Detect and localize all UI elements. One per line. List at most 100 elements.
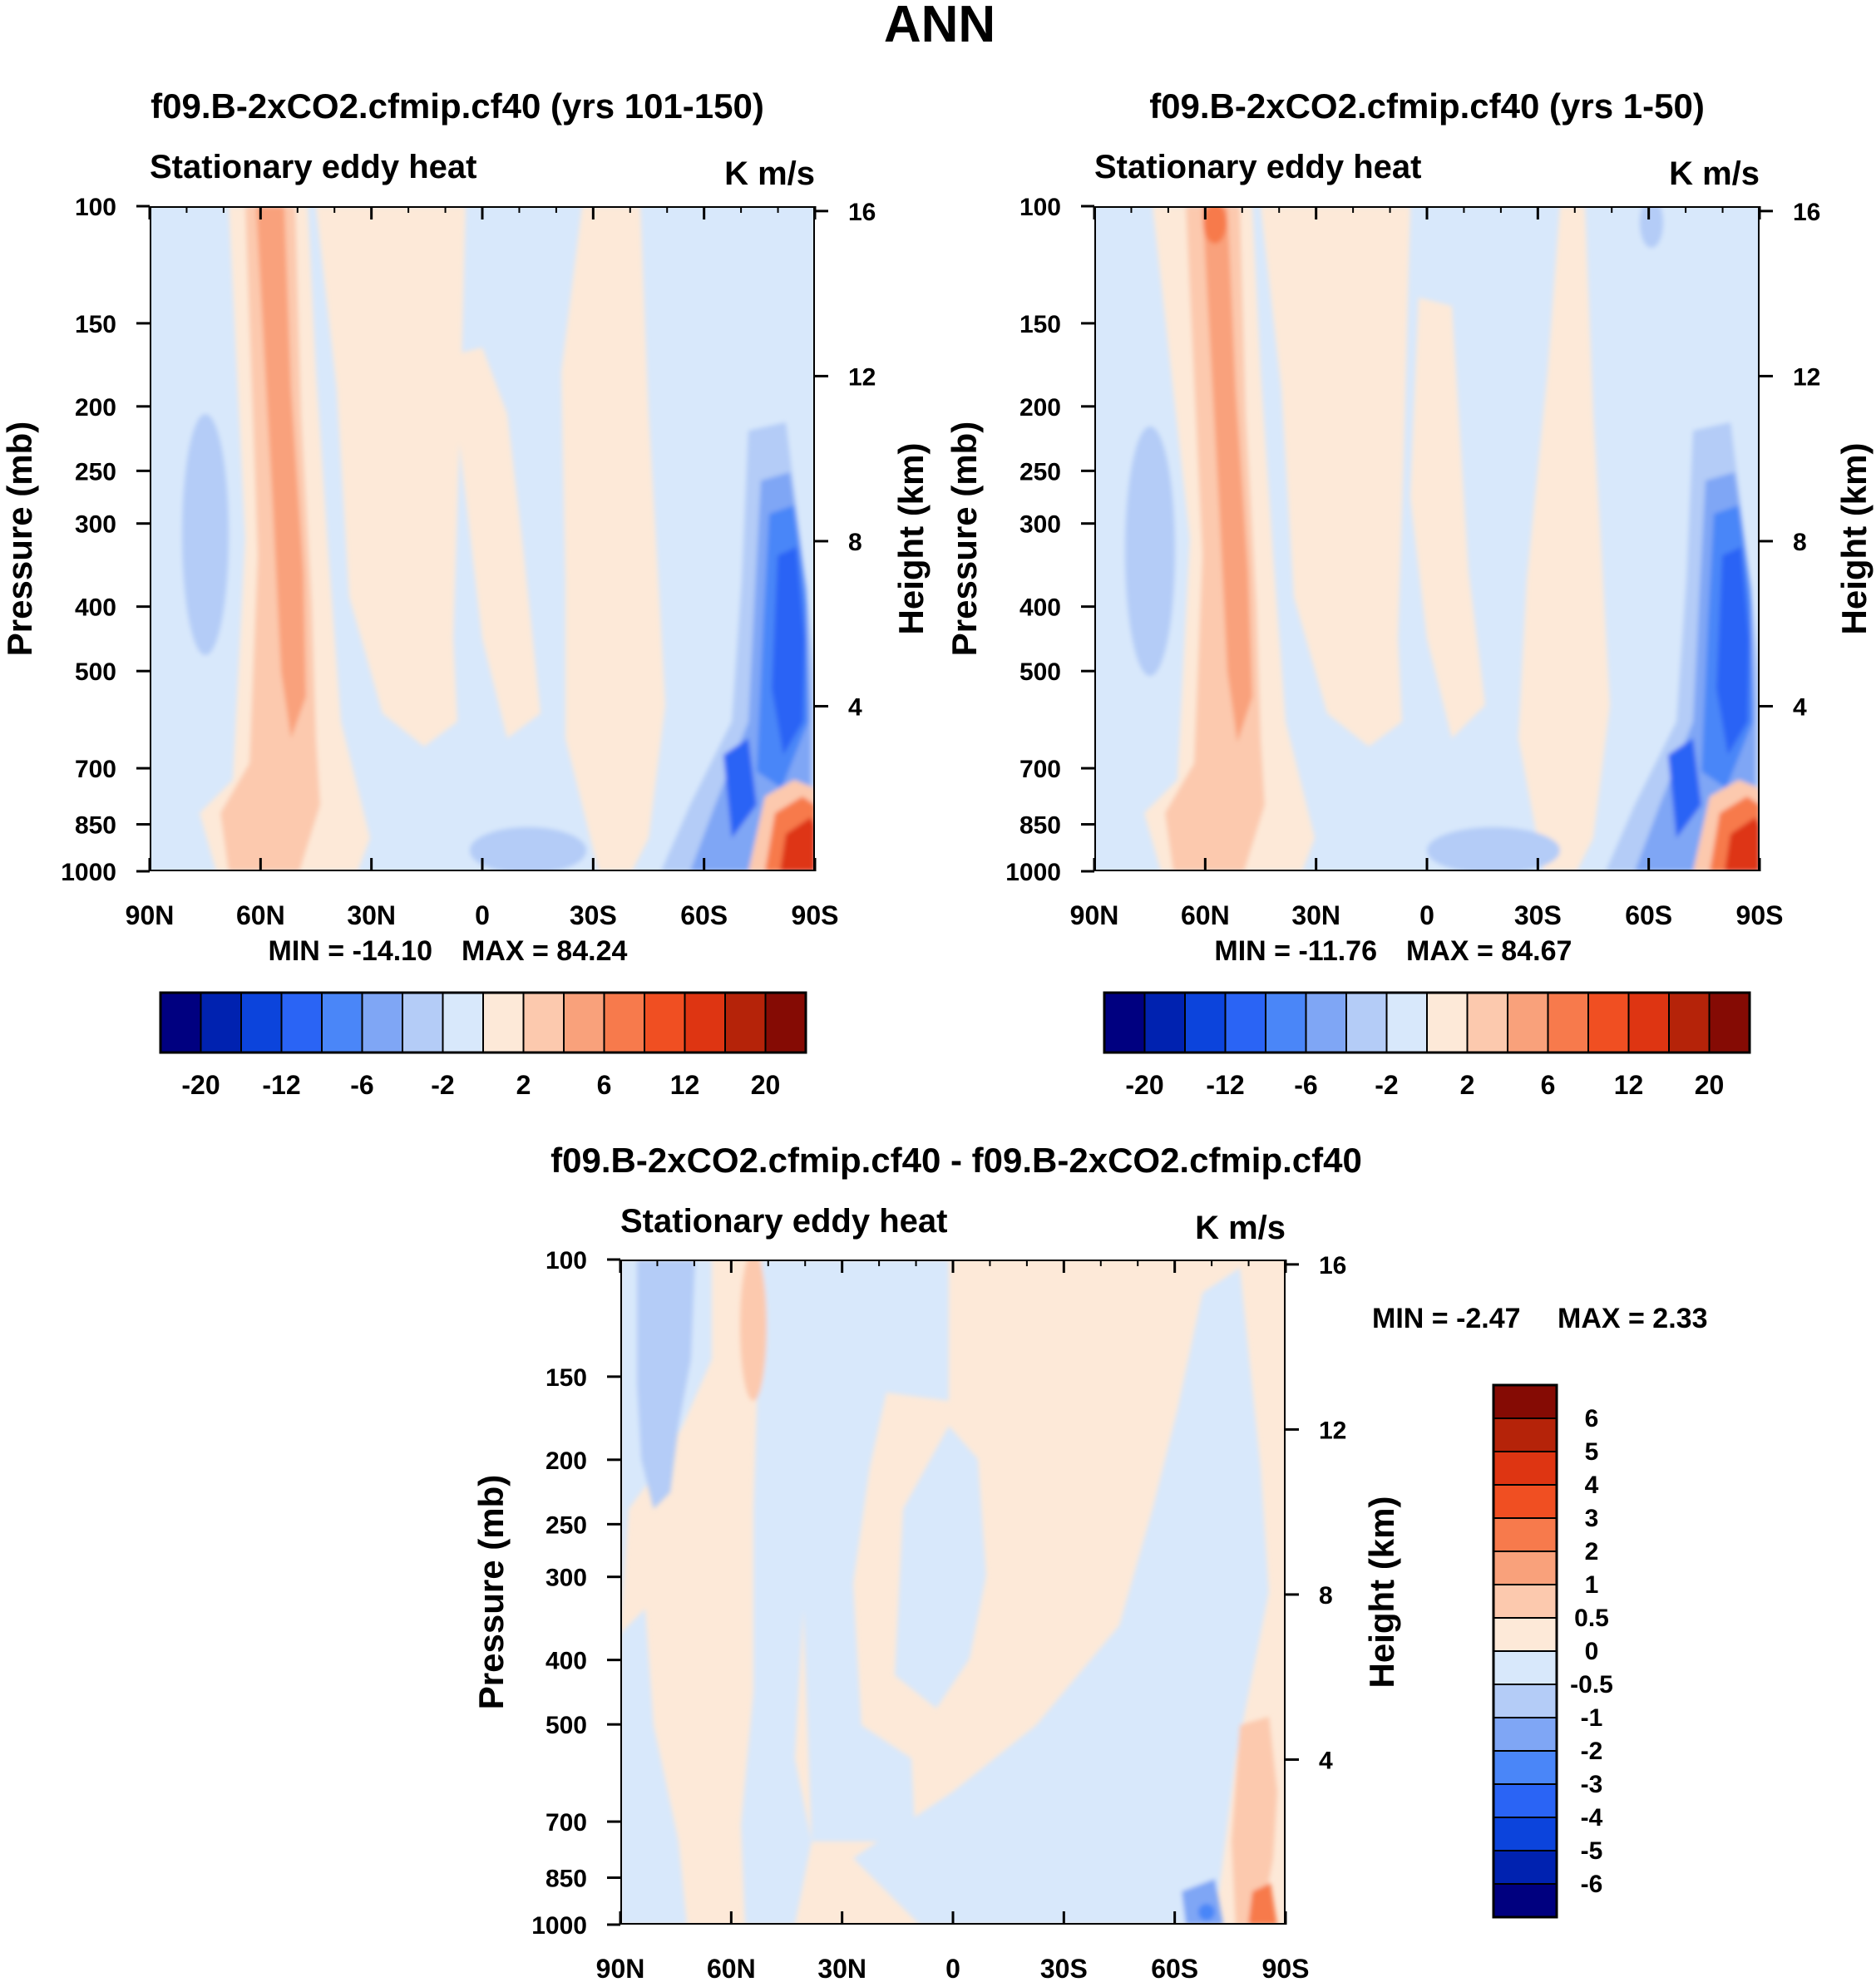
colorbar-label: -3 — [1581, 1771, 1603, 1798]
panel-diff-min-label: MIN = -2.47 — [1372, 1303, 1521, 1334]
colorbar-box — [1493, 1717, 1558, 1752]
y-tick-label: 100 — [75, 194, 116, 221]
panel-2-plot-area — [1094, 206, 1760, 871]
colorbar-box — [361, 992, 403, 1053]
colorbar-box — [1493, 1750, 1558, 1785]
y-right-tick-label: 4 — [1793, 693, 1807, 721]
colorbar-box — [402, 992, 444, 1053]
colorbar-box — [1103, 992, 1146, 1053]
colorbar-box — [1493, 1584, 1558, 1619]
y-tick-label: 150 — [546, 1364, 587, 1392]
colorbar-label: -2 — [1581, 1738, 1603, 1765]
colorbar-box — [1493, 1451, 1558, 1486]
colorbar-label: 6 — [1541, 1070, 1556, 1100]
colorbar-label: -1 — [1581, 1704, 1603, 1732]
x-tick-label: 30N — [347, 900, 396, 930]
x-tick-label: 60S — [1625, 900, 1672, 930]
y-tick-label: 500 — [546, 1712, 587, 1739]
colorbar-label: -20 — [181, 1070, 220, 1100]
x-tick-label: 0 — [945, 1954, 960, 1982]
colorbar-box — [1493, 1783, 1558, 1818]
y-tick-label: 500 — [1019, 658, 1061, 686]
y-tick-label: 700 — [1019, 756, 1061, 783]
x-tick-label: 90N — [596, 1954, 645, 1982]
colorbar-label: -4 — [1581, 1804, 1603, 1832]
colorbar-box — [1493, 1684, 1558, 1718]
colorbar-label: 0.5 — [1574, 1605, 1609, 1632]
y-right-tick-label: 12 — [1319, 1417, 1346, 1444]
panel-2-units: K m/s — [1669, 155, 1760, 192]
colorbar-label: 2 — [1460, 1070, 1475, 1100]
panel-1-ylabel: Pressure (mb) — [0, 422, 39, 656]
y-tick-label: 850 — [75, 812, 116, 840]
y-tick-label: 200 — [546, 1447, 587, 1475]
colorbar-label: 1 — [1585, 1571, 1599, 1599]
x-tick-label: 60S — [1151, 1954, 1198, 1982]
panel-1-units: K m/s — [724, 155, 815, 192]
colorbar-box — [1547, 992, 1589, 1053]
panel-diff-variable: Stationary eddy heat — [620, 1203, 947, 1240]
y-right-tick-label: 4 — [1319, 1747, 1333, 1774]
panel-2: f09.B-2xCO2.cfmip.cf40 (yrs 1-50) Statio… — [945, 86, 1874, 1100]
panel-1-title: f09.B-2xCO2.cfmip.cf40 (yrs 101-150) — [151, 86, 764, 126]
panel-2-ylabel-right: Height (km) — [1834, 443, 1874, 635]
colorbar-box — [1493, 1817, 1558, 1851]
colorbar-box — [1708, 992, 1750, 1053]
x-tick-label: 60N — [236, 900, 285, 930]
y-right-tick-label: 4 — [848, 693, 862, 721]
colorbar-label: -6 — [1581, 1871, 1603, 1898]
x-tick-label: 0 — [1419, 900, 1434, 930]
colorbar-label: 6 — [597, 1070, 612, 1100]
colorbar-box — [1493, 1883, 1558, 1918]
panel-2-variable: Stationary eddy heat — [1094, 149, 1421, 185]
y-tick-label: 300 — [75, 511, 116, 539]
y-tick-label: 850 — [1019, 812, 1061, 840]
colorbar-box — [522, 992, 565, 1053]
colorbar-box — [1493, 1484, 1558, 1519]
y-tick-label: 1000 — [531, 1912, 587, 1940]
y-tick-label: 850 — [546, 1866, 587, 1893]
x-tick-label: 30S — [1040, 1954, 1088, 1982]
y-tick-label: 300 — [546, 1565, 587, 1592]
colorbar-box — [603, 992, 645, 1053]
colorbar-box — [321, 992, 363, 1053]
panel-1-plot-area — [150, 206, 815, 871]
colorbar-label: 12 — [670, 1070, 700, 1100]
colorbar-box — [1385, 992, 1428, 1053]
colorbar-box — [1493, 1850, 1558, 1885]
colorbar-label: 5 — [1585, 1438, 1599, 1466]
panel-diff: f09.B-2xCO2.cfmip.cf40 - f09.B-2xCO2.cfm… — [471, 1141, 1707, 1982]
y-tick-label: 700 — [75, 756, 116, 783]
x-tick-label: 0 — [475, 900, 490, 930]
colorbar-box — [1305, 992, 1347, 1053]
y-right-tick-label: 16 — [848, 199, 876, 226]
y-tick-label: 1000 — [61, 859, 116, 886]
colorbar-box — [644, 992, 686, 1053]
colorbar-box — [200, 992, 242, 1053]
y-tick-label: 150 — [75, 311, 116, 338]
colorbar-label: -20 — [1125, 1070, 1163, 1100]
colorbar-label: -5 — [1581, 1837, 1603, 1865]
colorbar-label: -12 — [262, 1070, 300, 1100]
colorbar-box — [724, 992, 767, 1053]
colorbar-box — [442, 992, 484, 1053]
colorbar-box — [1668, 992, 1711, 1053]
colorbar-box — [1493, 1617, 1558, 1652]
panel-diff-ylabel: Pressure (mb) — [471, 1475, 511, 1709]
colorbar-box — [1224, 992, 1266, 1053]
colorbar-box — [482, 992, 525, 1053]
x-tick-label: 90N — [126, 900, 175, 930]
y-tick-label: 200 — [75, 394, 116, 422]
panel-2-ylabel: Pressure (mb) — [945, 422, 984, 656]
y-tick-label: 400 — [1019, 594, 1061, 622]
colorbar-box — [1184, 992, 1227, 1053]
panel-2-colorbar: -20 -12 -6 -2 2 6 12 20 — [1103, 991, 1751, 1100]
x-tick-label: 30S — [1514, 900, 1562, 930]
colorbar-label: -6 — [1294, 1070, 1317, 1100]
panel-1: f09.B-2xCO2.cfmip.cf40 (yrs 101-150) Sta… — [0, 86, 931, 1100]
y-tick-label: 150 — [1019, 311, 1061, 338]
x-tick-label: 30N — [1291, 900, 1340, 930]
colorbar-frame — [159, 991, 807, 1054]
y-tick-label: 300 — [1019, 511, 1061, 539]
colorbar-label: -6 — [350, 1070, 373, 1100]
